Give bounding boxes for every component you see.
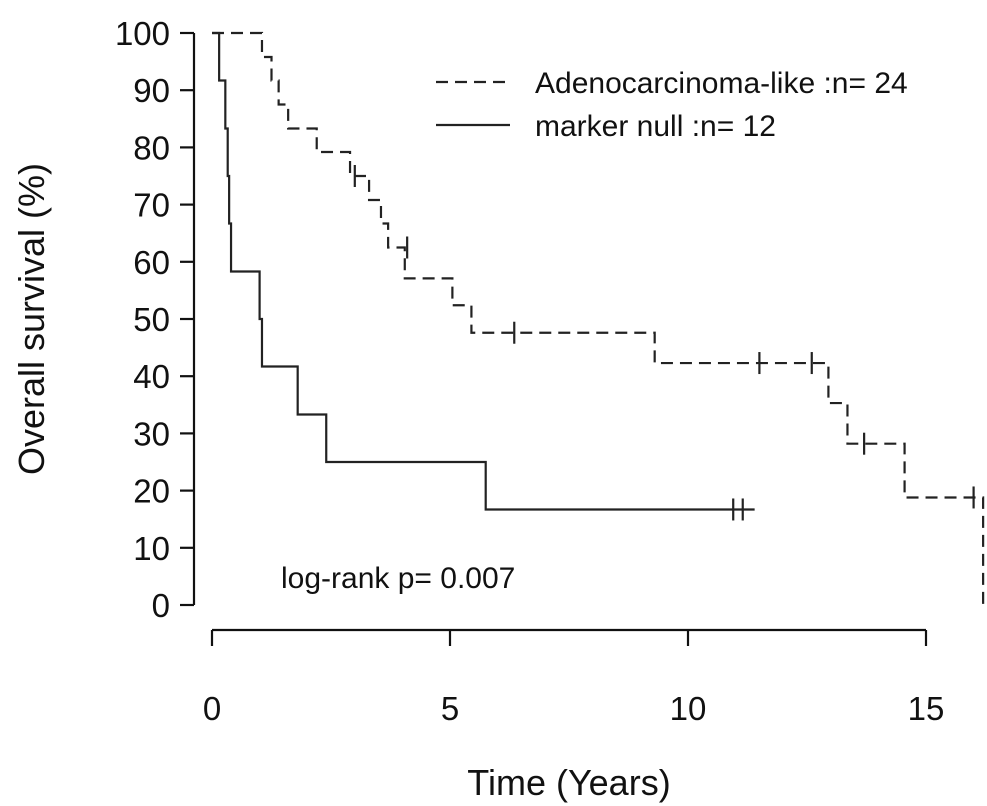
legend-label: marker null :n= 12 <box>535 110 776 143</box>
y-axis: 0 10 20 30 40 50 60 70 80 90 100 <box>115 15 196 624</box>
y-axis-label: Overall survival (%) <box>11 163 52 475</box>
y-tick-label: 60 <box>133 244 170 281</box>
x-axis: 0 5 10 15 <box>203 628 945 727</box>
y-tick-label: 80 <box>133 129 170 166</box>
log-rank-annotation: log-rank p= 0.007 <box>281 562 515 595</box>
plot-area <box>212 31 985 605</box>
y-tick-label: 100 <box>115 15 170 52</box>
x-tick-label: 10 <box>670 690 707 727</box>
x-tick-label: 15 <box>908 690 945 727</box>
legend-label: Adenocarcinoma-like :n= 24 <box>535 67 908 100</box>
y-tick-label: 70 <box>133 187 170 224</box>
y-tick-label: 10 <box>133 530 170 567</box>
series-line-2 <box>212 31 755 511</box>
y-tick-label: 40 <box>133 358 170 395</box>
y-tick-label: 30 <box>133 415 170 452</box>
y-tick-label: 90 <box>133 72 170 109</box>
y-tick-label: 20 <box>133 473 170 510</box>
y-tick-label: 50 <box>133 301 170 338</box>
x-tick-label: 5 <box>441 690 459 727</box>
y-tick-label: 0 <box>152 587 170 624</box>
x-tick-label: 0 <box>203 690 221 727</box>
legend: Adenocarcinoma-like :n= 24 marker null :n… <box>436 67 908 143</box>
x-axis-label: Time (Years) <box>467 762 670 803</box>
series-line-1 <box>212 31 985 605</box>
